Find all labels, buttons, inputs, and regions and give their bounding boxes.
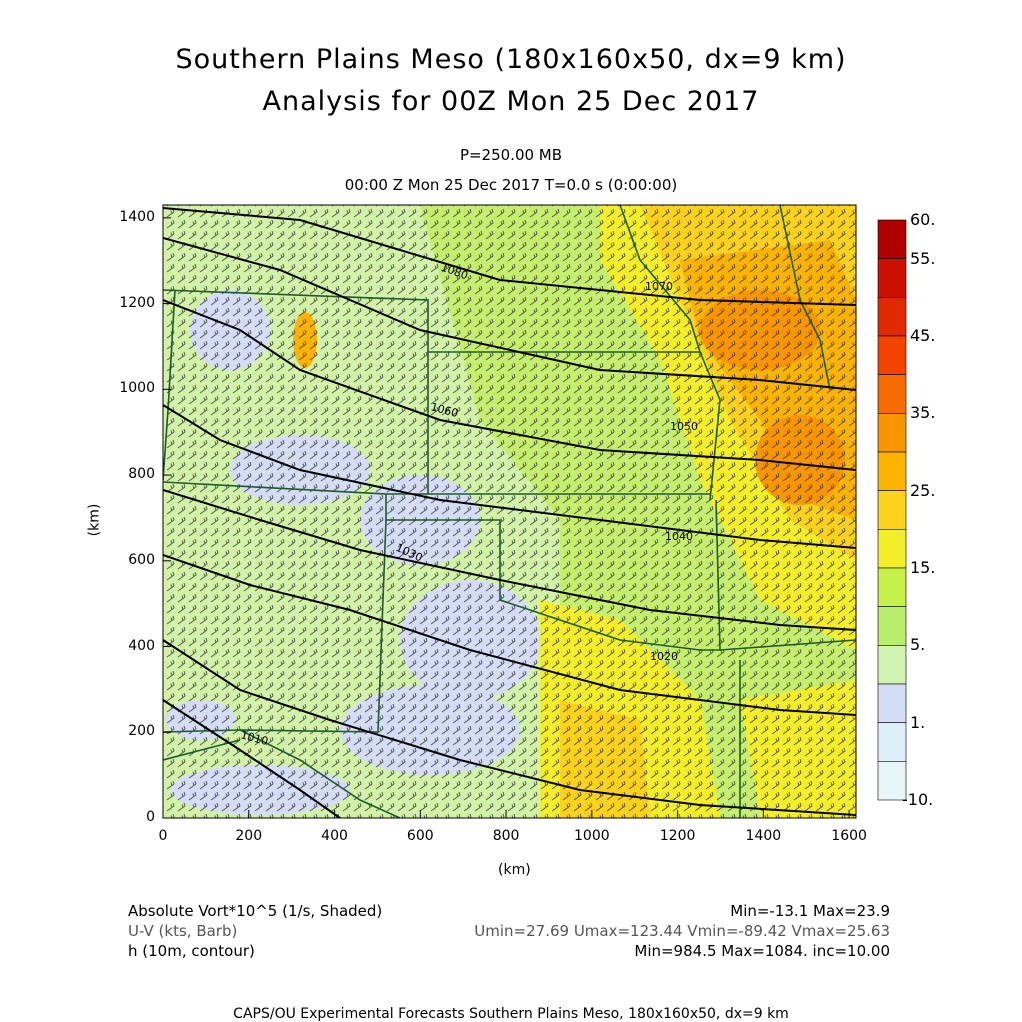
y-tick-label: 600 bbox=[128, 551, 155, 568]
x-axis-label: (km) bbox=[498, 862, 531, 878]
colorbar-label: 15. bbox=[910, 558, 936, 577]
y-tick-label: 200 bbox=[128, 723, 155, 740]
colorbar-label: 5. bbox=[910, 635, 926, 655]
colorbar-swatch bbox=[877, 683, 907, 723]
x-axis-ticks bbox=[162, 810, 850, 818]
colorbar-label: -10. bbox=[902, 790, 934, 809]
colorbar-swatch bbox=[877, 258, 907, 298]
colorbar-swatch bbox=[877, 606, 907, 646]
x-tick-label: 600 bbox=[406, 828, 434, 844]
legend-field2-name: U-V (kts, Barb) bbox=[128, 922, 238, 940]
colorbar-swatch bbox=[877, 374, 907, 414]
x-tick-label: 0 bbox=[158, 828, 168, 844]
legend-field3-name: h (10m, contour) bbox=[128, 942, 255, 960]
title-line-1: Southern Plains Meso (180x160x50, dx=9 k… bbox=[175, 44, 847, 75]
contour-label: 1070 bbox=[645, 280, 673, 293]
colorbar-swatch bbox=[877, 761, 907, 801]
y-tick-label: 1000 bbox=[119, 380, 155, 397]
x-tick-label: 200 bbox=[235, 828, 263, 844]
legend-field1-name: Absolute Vort*10^5 (1/s, Shaded) bbox=[128, 902, 383, 920]
colorbar-swatch bbox=[877, 335, 907, 375]
colorbar-swatch bbox=[877, 490, 907, 530]
colorbar-swatch bbox=[877, 219, 907, 259]
contour-label: 1050 bbox=[670, 420, 698, 433]
x-tick-label: 1400 bbox=[745, 828, 782, 844]
colorbar-swatch bbox=[877, 645, 907, 685]
x-tick-label: 800 bbox=[492, 828, 520, 844]
y-axis-label: (km) bbox=[86, 503, 103, 537]
legend-field2-stats: Umin=27.69 Umax=123.44 Vmin=-89.42 Vmax=… bbox=[474, 922, 890, 940]
contour-label: 1040 bbox=[665, 530, 693, 543]
state-boundaries bbox=[163, 205, 856, 818]
x-tick-label: 1000 bbox=[574, 828, 610, 844]
colorbar-label: 35. bbox=[910, 403, 936, 423]
height-contours bbox=[163, 207, 856, 818]
colorbar-label: 25. bbox=[910, 480, 936, 500]
colorbar-label: 1. bbox=[910, 712, 926, 732]
y-tick-label: 1400 bbox=[119, 208, 155, 225]
plot-frame bbox=[162, 204, 857, 819]
y-tick-label: 1200 bbox=[119, 294, 155, 311]
colorbar-swatch bbox=[877, 722, 907, 762]
legend-field3-stats: Min=984.5 Max=1084. inc=10.00 bbox=[634, 942, 890, 960]
colorbar-label: 45. bbox=[910, 326, 936, 345]
footer-credit: CAPS/OU Experimental Forecasts Southern … bbox=[233, 1006, 789, 1022]
x-tick-label: 1600 bbox=[831, 828, 867, 844]
colorbar bbox=[877, 219, 907, 801]
colorbar-swatch bbox=[877, 413, 907, 453]
title-line-2: Analysis for 00Z Mon 25 Dec 2017 bbox=[262, 86, 760, 117]
colorbar-label: 60. bbox=[910, 210, 936, 229]
y-tick-label: 400 bbox=[128, 637, 155, 654]
x-tick-label: 400 bbox=[321, 828, 348, 844]
colorbar-swatch bbox=[877, 451, 907, 491]
y-axis-ticks bbox=[163, 217, 171, 819]
legend-field1-stats: Min=-13.1 Max=23.9 bbox=[730, 902, 890, 920]
vorticity-shading bbox=[163, 205, 856, 818]
y-tick-label: 800 bbox=[128, 466, 155, 483]
y-tick-label: 0 bbox=[146, 809, 155, 825]
x-tick-label: 1200 bbox=[659, 828, 696, 844]
colorbar-swatch bbox=[877, 567, 907, 607]
colorbar-swatch bbox=[877, 297, 907, 337]
contour-label: 1020 bbox=[650, 650, 678, 663]
colorbar-label: 55. bbox=[910, 248, 936, 268]
pressure-level-label: P=250.00 MB bbox=[459, 146, 563, 164]
valid-time-label: 00:00 Z Mon 25 Dec 2017 T=0.0 s (0:00:00… bbox=[344, 176, 678, 194]
colorbar-swatch bbox=[877, 529, 907, 569]
